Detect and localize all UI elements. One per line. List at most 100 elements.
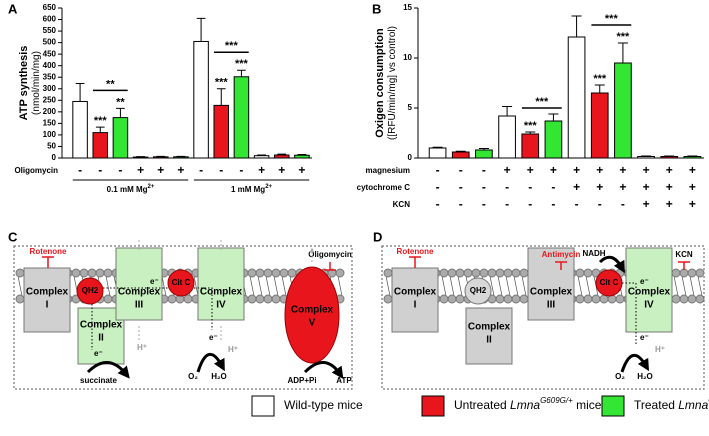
group-label: 1 mM Mg2+	[231, 184, 273, 195]
bar	[614, 62, 632, 159]
lipid-head	[671, 294, 681, 304]
lipid-head	[71, 268, 81, 278]
bar	[294, 154, 310, 159]
row-sign: +	[596, 180, 603, 194]
lipid-head	[455, 268, 465, 278]
y-axis-label-line: Oxigen consumption	[374, 28, 386, 138]
lipid-tail	[281, 275, 287, 297]
error-bar	[196, 17, 206, 42]
inhibitor	[324, 262, 336, 271]
lipid-tail	[521, 275, 527, 297]
arrow	[86, 361, 130, 379]
y-axis-label-line: ([RFU/min/mg] vs control)	[387, 26, 398, 140]
row-sign: +	[666, 180, 673, 194]
row-sign: +	[258, 163, 265, 177]
y-tick-label: 300	[43, 84, 57, 93]
error-bar	[594, 84, 605, 93]
electron-path	[91, 287, 213, 350]
group-label-sup: 2+	[265, 184, 272, 190]
lipid-tail	[697, 275, 703, 297]
error-bar	[502, 106, 513, 116]
lipid-head	[167, 294, 177, 304]
qh2	[464, 277, 492, 305]
lipid-head	[495, 268, 505, 278]
lipid-head	[583, 268, 593, 278]
electron: e⁻	[640, 333, 649, 342]
row-sign: +	[619, 180, 626, 194]
lipid-head	[687, 294, 697, 304]
row-sign: -	[505, 197, 509, 211]
lipid-head	[263, 268, 273, 278]
inhibitor	[42, 256, 54, 268]
lipid-head	[511, 294, 521, 304]
error-bar	[116, 107, 125, 118]
lipid-head	[383, 294, 393, 304]
qh2-label: QH2	[470, 286, 487, 295]
frame	[13, 245, 353, 390]
bracket-label: **	[106, 78, 115, 90]
row-sign: +	[177, 163, 184, 177]
bracket-label: ***	[605, 13, 619, 25]
panel-label: B	[372, 1, 381, 16]
complex	[527, 247, 575, 321]
lipid-head	[495, 294, 505, 304]
bar	[233, 76, 250, 159]
bar	[193, 40, 209, 159]
legend-text: Untreated	[454, 398, 510, 412]
row-sign: -	[505, 180, 509, 194]
complex	[284, 266, 340, 364]
lipid-head	[255, 268, 265, 278]
lipid-head	[335, 268, 345, 278]
y-tick-label: 550	[43, 26, 57, 35]
lipid-tail	[505, 275, 511, 297]
y-tick-label: 0	[52, 153, 57, 162]
y-tick-label: 10	[403, 53, 412, 62]
lipid-head	[519, 268, 529, 278]
lipid-head	[687, 268, 697, 278]
lipid-tail	[441, 275, 447, 297]
row-sign: +	[643, 180, 650, 194]
row-sign: -	[551, 197, 555, 211]
error-bar	[548, 113, 559, 121]
bar	[132, 156, 149, 159]
bar	[173, 156, 189, 159]
legend-swatch	[251, 395, 275, 417]
y-axis-label: ATP synthesis	[18, 46, 30, 121]
row-sign: -	[528, 197, 532, 211]
row-sign: -	[78, 163, 82, 177]
row-sign: -	[219, 163, 223, 177]
bracket-label: ***	[535, 96, 549, 108]
complex-label: II	[486, 335, 492, 346]
substrate: O₂	[188, 372, 198, 381]
lipid-head	[463, 268, 473, 278]
lipid-tail	[497, 275, 503, 297]
y-tick-label: 100	[43, 130, 57, 139]
row-label: magnesium	[366, 166, 410, 175]
legend-swatch	[601, 395, 625, 417]
lipid-head	[15, 268, 25, 278]
product: H₂O	[637, 372, 653, 381]
product: ATP	[336, 376, 352, 385]
y-tick-label: 250	[43, 95, 57, 104]
error-bar	[432, 146, 443, 148]
lipid-head	[263, 294, 273, 304]
lipid-tail	[265, 275, 271, 297]
row-sign: -	[436, 163, 440, 177]
lipid-head	[103, 268, 113, 278]
row-sign: +	[643, 197, 650, 211]
error-bar	[297, 154, 307, 156]
bar	[72, 100, 88, 159]
legend-label: Wild-type mice	[284, 398, 363, 412]
bar	[637, 156, 655, 159]
row-sign: -	[199, 163, 203, 177]
diagram-d: D Complex I Complex II Complex III Compl…	[373, 229, 705, 390]
complex-label: Complex	[26, 287, 69, 298]
lipid-tail	[193, 275, 199, 297]
legend-italic: Lmna	[510, 398, 540, 412]
y-axis-label-line: ATP synthesis	[18, 46, 30, 121]
panel-label: C	[8, 229, 18, 244]
lipid-head	[439, 294, 449, 304]
legend-swatch	[421, 395, 445, 417]
complex-label: Complex	[80, 320, 123, 331]
legend-label: Untreated LmnaG609G/+ mice	[454, 396, 602, 412]
